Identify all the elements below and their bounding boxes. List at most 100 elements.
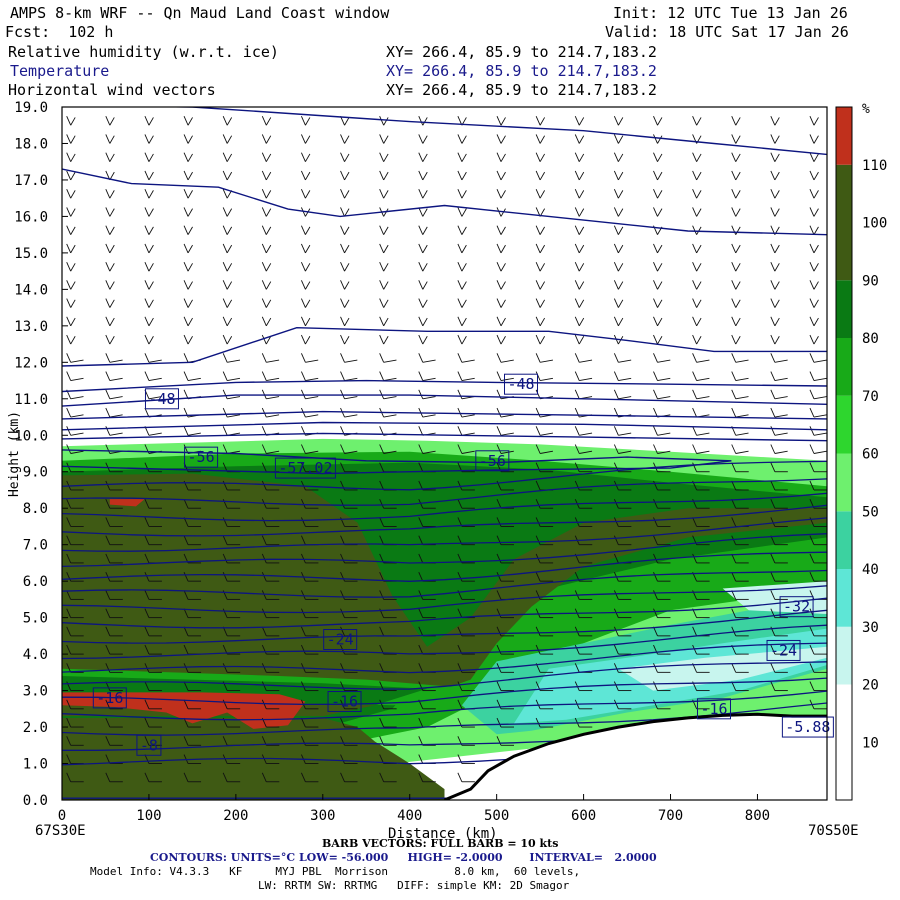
x-tick-label: 800	[745, 808, 770, 824]
wind-barb	[418, 225, 428, 235]
colorbar-segment	[836, 742, 852, 800]
contour-label-box	[92, 687, 127, 709]
wind-barb	[261, 444, 280, 454]
wind-barb	[105, 644, 123, 655]
wind-barb	[144, 681, 162, 692]
wind-barb	[105, 261, 115, 272]
wind-barb	[692, 353, 710, 363]
wind-barb	[613, 152, 624, 162]
x-tick-label: 200	[223, 808, 248, 824]
wind-barb	[418, 353, 436, 363]
wind-barb	[613, 681, 632, 692]
wind-barb	[731, 407, 749, 418]
wind-barb	[340, 717, 358, 728]
wind-barb	[535, 571, 554, 582]
field-name-temperature: Temperature	[10, 62, 110, 80]
wind-barb	[222, 298, 233, 308]
wind-barb	[261, 225, 272, 235]
wind-barb	[457, 444, 475, 454]
wind-barb	[144, 207, 154, 217]
terrain	[62, 712, 827, 800]
rh-band-30	[618, 646, 827, 691]
temperature-contour	[62, 432, 827, 442]
wind-barb	[340, 189, 350, 199]
temperature-contour	[62, 533, 827, 568]
wind-barb	[379, 389, 397, 400]
wind-barb	[261, 152, 272, 162]
wind-barb	[613, 280, 624, 290]
wind-barb	[574, 189, 585, 199]
wind-barb	[496, 736, 515, 746]
wind-barb	[692, 553, 710, 564]
y-tick-label: 10.0	[14, 428, 48, 444]
wind-barb	[300, 717, 319, 728]
contour-label-box	[781, 716, 834, 738]
wind-barb	[535, 116, 546, 126]
wind-barb	[222, 134, 233, 144]
temperature-contour	[62, 449, 732, 475]
wind-barb	[340, 608, 358, 619]
colorbar-tick-label: 60	[862, 447, 879, 463]
wind-barb	[340, 116, 350, 126]
wind-barb	[340, 134, 350, 144]
wind-barb	[535, 170, 546, 181]
wind-barb	[105, 353, 123, 363]
wind-barb	[770, 170, 780, 181]
wind-barb	[731, 207, 741, 217]
wind-barb	[496, 444, 514, 454]
wind-barb	[144, 772, 162, 783]
wind-barb	[613, 426, 632, 436]
wind-barb	[653, 608, 671, 619]
wind-barb	[731, 626, 749, 637]
colorbar-segment	[836, 280, 852, 338]
wind-barb	[770, 261, 780, 272]
wind-barb	[183, 371, 201, 381]
wind-barb	[496, 189, 506, 199]
wind-barb	[418, 298, 428, 308]
wind-barb	[418, 608, 436, 619]
colorbar-segment	[836, 511, 852, 569]
temperature-contour	[62, 661, 827, 690]
wind-barb	[222, 571, 241, 582]
wind-barb	[105, 189, 115, 199]
wind-barb	[66, 444, 84, 454]
temperature-contours	[62, 107, 827, 799]
wind-barb	[496, 353, 514, 363]
wind-barb	[66, 571, 84, 582]
colorbar-segment	[836, 684, 852, 743]
field-xy-rh: XY= 266.4, 85.9 to 214.7,183.2	[386, 43, 657, 61]
wind-barb	[731, 571, 749, 582]
wind-barb	[261, 517, 280, 527]
wind-barb	[418, 389, 436, 400]
model-info-2: LW: RRTM SW: RRTMG DIFF: simple KM: 2D S…	[258, 879, 570, 892]
wind-barb	[300, 389, 319, 400]
wind-barb	[457, 225, 467, 235]
wind-barb	[653, 699, 671, 710]
wind-barb	[144, 717, 162, 728]
wind-barb	[144, 353, 162, 363]
wind-barb	[261, 170, 272, 181]
wind-barb	[183, 298, 193, 308]
wind-barb	[496, 608, 515, 619]
wind-barb	[653, 280, 663, 290]
wind-barb	[66, 517, 84, 527]
wind-barb	[653, 480, 671, 491]
wind-barb	[809, 116, 819, 126]
wind-barb	[574, 134, 585, 144]
wind-barb	[418, 316, 428, 327]
wind-barb	[613, 261, 624, 272]
wind-barb	[144, 134, 154, 144]
wind-barb	[457, 207, 467, 217]
wind-barb	[809, 207, 819, 217]
wind-barb	[340, 754, 358, 764]
wind-barb	[105, 225, 115, 235]
y-tick-label: 3.0	[23, 684, 48, 700]
wind-barb	[496, 517, 515, 527]
wind-barb	[535, 517, 554, 527]
wind-barb	[183, 261, 193, 272]
wind-barb	[613, 170, 624, 181]
wind-barb	[340, 334, 350, 345]
wind-barb	[770, 243, 780, 254]
wind-barb	[222, 243, 233, 254]
wind-barb	[770, 371, 788, 381]
